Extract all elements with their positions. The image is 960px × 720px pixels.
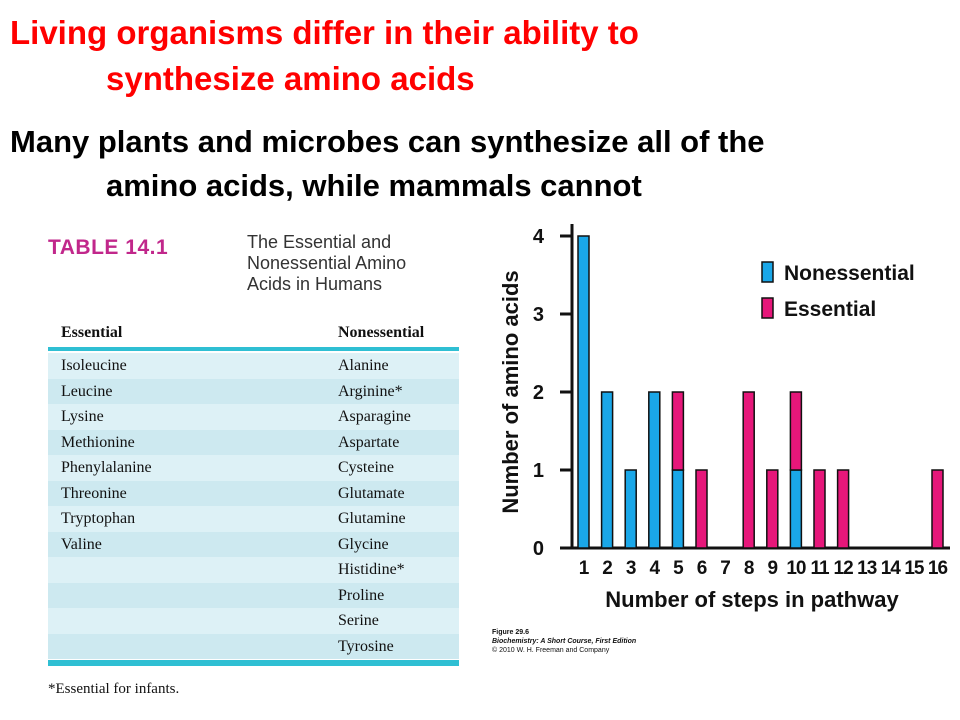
table-caption-line3: Acids in Humans	[247, 274, 477, 295]
table-footnote: *Essential for infants.	[48, 681, 179, 698]
y-tick-label: 1	[533, 460, 544, 482]
bar-nonessential-10	[790, 470, 801, 548]
cell-essential: Threonine	[61, 485, 127, 503]
table-bottom-rule	[48, 660, 459, 666]
bar-essential-5	[672, 392, 683, 470]
cell-nonessential: Asparagine	[338, 408, 411, 426]
cell-nonessential: Glutamine	[338, 510, 406, 528]
x-tick-label: 12	[834, 558, 854, 579]
table-top-rule	[48, 347, 459, 351]
bar-nonessential-5	[672, 470, 683, 548]
cell-nonessential: Glycine	[338, 536, 389, 554]
table-number: TABLE 14.1	[48, 236, 168, 260]
slide-title-line1: Living organisms differ in their ability…	[10, 14, 639, 51]
cell-essential: Lysine	[61, 408, 104, 426]
x-tick-label: 16	[928, 558, 948, 579]
bar-nonessential-3	[625, 470, 636, 548]
y-tick-label: 4	[533, 226, 545, 248]
cell-essential: Valine	[61, 536, 102, 554]
y-tick-label: 3	[533, 304, 544, 326]
x-tick-label: 9	[768, 558, 778, 579]
x-tick-label: 1	[579, 558, 590, 579]
column-header-nonessential: Nonessential	[338, 324, 424, 342]
bar-essential-16	[932, 470, 943, 548]
bar-nonessential-1	[578, 236, 589, 548]
column-header-essential: Essential	[61, 324, 122, 342]
y-axis-title: Number of amino acids	[498, 270, 523, 513]
table-row: Phenylalanine Cysteine	[48, 455, 459, 481]
slide-subtitle-line1: Many plants and microbes can synthesize …	[10, 124, 765, 159]
bar-essential-11	[814, 470, 825, 548]
figure-copyright: © 2010 W. H. Freeman and Company	[492, 646, 636, 655]
legend-label-nonessential: Nonessential	[784, 262, 915, 285]
table-caption-line1: The Essential and	[247, 232, 477, 253]
figure-source: Biochemistry: A Short Course, First Edit…	[492, 638, 636, 645]
table-row: Methionine Aspartate	[48, 430, 459, 456]
table-row: Tryptophan Glutamine	[48, 506, 459, 532]
cell-essential: Isoleucine	[61, 357, 127, 375]
bar-essential-6	[696, 470, 707, 548]
bar-nonessential-2	[602, 392, 613, 548]
legend-swatch-nonessential	[762, 262, 773, 282]
table-row: Threonine Glutamate	[48, 481, 459, 507]
cell-nonessential: Glutamate	[338, 485, 405, 503]
x-tick-label: 10	[786, 558, 806, 579]
cell-nonessential: Tyrosine	[338, 638, 394, 656]
cell-essential: Tryptophan	[61, 510, 135, 528]
x-tick-label: 6	[697, 558, 707, 579]
bar-essential-8	[743, 392, 754, 548]
bar-nonessential-4	[649, 392, 660, 548]
table-row: Leucine Arginine*	[48, 379, 459, 405]
slide-title: Living organisms differ in their ability…	[10, 10, 950, 102]
x-tick-label: 14	[881, 558, 902, 579]
table-row: Lysine Asparagine	[48, 404, 459, 430]
table-row: Histidine*	[48, 557, 459, 583]
y-tick-label: 2	[533, 382, 544, 404]
legend-label-essential: Essential	[784, 298, 876, 321]
cell-nonessential: Cysteine	[338, 459, 394, 477]
table-row: Valine Glycine	[48, 532, 459, 558]
table-row: Isoleucine Alanine	[48, 353, 459, 379]
figure-credit: Figure 29.6 Biochemistry: A Short Course…	[492, 628, 636, 655]
x-tick-label: 3	[626, 558, 636, 579]
bar-essential-12	[838, 470, 849, 548]
x-tick-label: 15	[904, 558, 925, 579]
cell-essential: Phenylalanine	[61, 459, 152, 477]
cell-nonessential: Arginine*	[338, 383, 403, 401]
x-tick-label: 13	[857, 558, 877, 579]
cell-nonessential: Serine	[338, 612, 379, 630]
cell-essential: Methionine	[61, 434, 135, 452]
x-tick-label: 7	[720, 558, 730, 579]
x-tick-label: 4	[650, 558, 661, 579]
x-tick-label: 8	[744, 558, 754, 579]
table-caption-line2: Nonessential Amino	[247, 253, 477, 274]
table-row: Proline	[48, 583, 459, 609]
figure-number: Figure 29.6	[492, 629, 529, 636]
cell-nonessential: Proline	[338, 587, 384, 605]
y-tick-label: 0	[533, 538, 544, 560]
slide-title-line2: synthesize amino acids	[10, 56, 950, 102]
cell-essential: Leucine	[61, 383, 113, 401]
slide-subtitle: Many plants and microbes can synthesize …	[10, 120, 950, 208]
legend-swatch-essential	[762, 298, 773, 318]
bar-essential-10	[790, 392, 801, 470]
slide-subtitle-line2: amino acids, while mammals cannot	[10, 164, 950, 208]
x-tick-label: 5	[673, 558, 684, 579]
cell-nonessential: Aspartate	[338, 434, 399, 452]
x-tick-label: 11	[810, 558, 830, 579]
cell-nonessential: Histidine*	[338, 561, 405, 579]
cell-nonessential: Alanine	[338, 357, 389, 375]
table-row: Serine	[48, 608, 459, 634]
x-axis-title: Number of steps in pathway	[605, 587, 899, 612]
table-body: Isoleucine Alanine Leucine Arginine* Lysine A…	[48, 353, 459, 659]
x-tick-label: 2	[602, 558, 612, 579]
table-row: Tyrosine	[48, 634, 459, 660]
bar-essential-9	[767, 470, 778, 548]
table-caption: The Essential and Nonessential Amino Aci…	[247, 232, 477, 295]
